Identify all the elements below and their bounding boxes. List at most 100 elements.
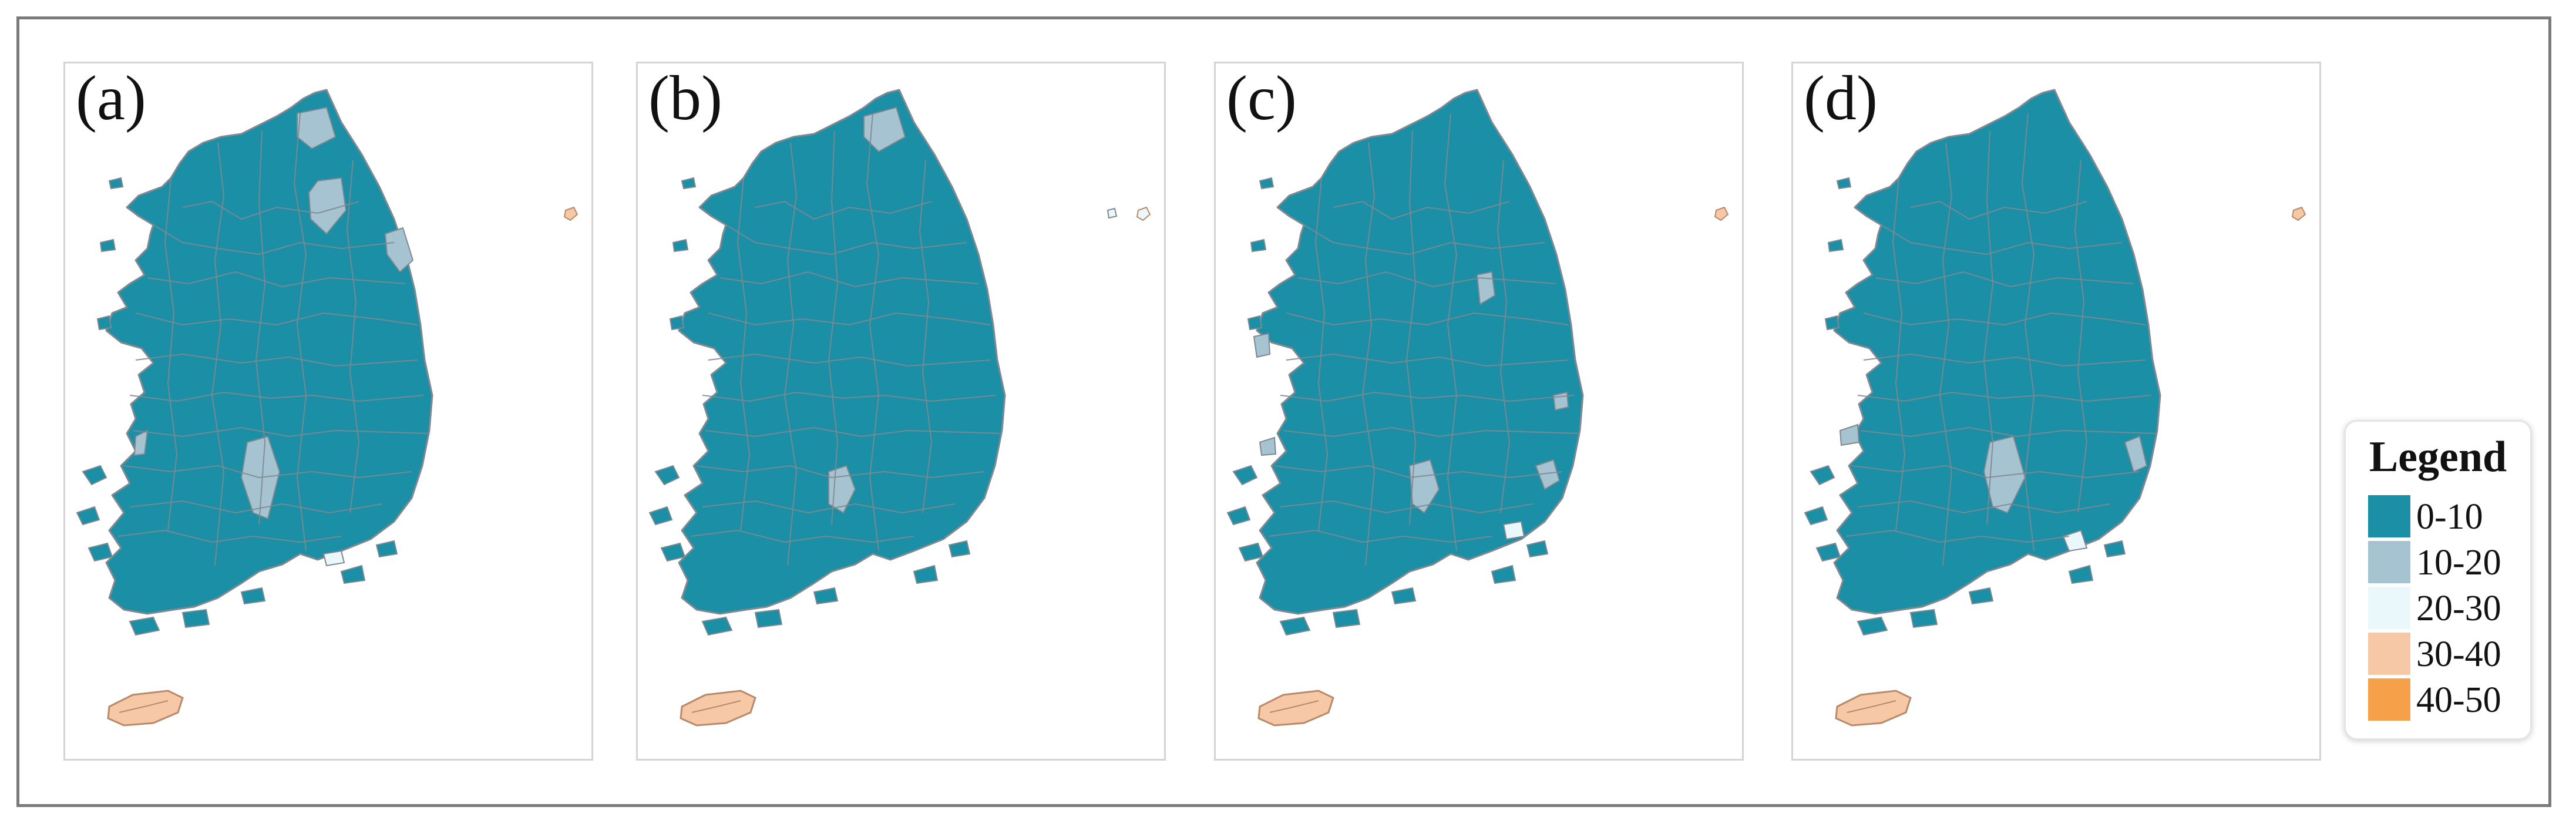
map-geometry [648,89,1151,727]
district-boundary [1857,500,2111,514]
district-boundary [132,426,430,438]
coastal-island [948,540,971,558]
coastal-island [1836,177,1852,190]
district-10-20 [863,106,906,153]
coastal-island [340,564,366,584]
district-boundary [211,142,225,566]
map-panel-b: (b) [636,62,1166,761]
legend-swatch [2368,495,2410,537]
jeju-island [680,690,756,727]
coastal-island [1815,542,1841,562]
district-boundary [1892,177,1906,531]
district-boundary [1444,113,1458,552]
district-10-20 [133,429,149,456]
district-boundary [135,312,418,326]
map-geometry [1804,89,2306,727]
district-boundary [1881,224,2123,256]
district-boundary [783,142,798,566]
jeju-boundary [1847,700,1896,713]
district-boundary [182,200,359,220]
coastal-island [1491,564,1516,584]
district-boundary [123,465,412,479]
district-boundary [129,500,383,514]
district-boundary [828,130,839,525]
legend-swatch [2368,587,2410,629]
legend-swatch [2368,678,2410,721]
district-boundary [719,271,979,288]
district-boundary [919,160,933,513]
district-boundary [1863,353,2146,367]
legend-item: 40-50 [2368,678,2527,721]
district-boundary [708,312,991,326]
ulleung-island [563,206,579,221]
district-10-20 [1476,271,1496,305]
district-boundary [1860,426,2158,438]
mainland-region [678,89,1006,615]
district-boundary [2021,113,2035,552]
coastal-island [76,506,100,526]
district-boundary [1857,391,2152,402]
coastal-island [1247,315,1263,331]
district-boundary [725,224,967,256]
district-boundary [737,177,751,531]
district-boundary [1303,224,1545,256]
korea-map-a [76,89,579,727]
coastal-island [1238,542,1264,562]
district-10-20 [2124,435,2148,473]
ulleung-island [1136,206,1151,221]
district-20-30 [2062,529,2088,552]
district-boundary [705,426,1003,438]
coastal-island [669,315,685,331]
coastal-island [654,465,680,486]
district-boundary [117,529,342,543]
district-boundary [346,160,360,513]
map-panel-a: (a) [63,62,593,761]
map-panel-c: (c) [1214,62,1744,761]
coastal-island [1279,616,1311,636]
district-boundary [1939,142,1953,566]
district-boundary [1283,426,1580,438]
coastal-island [681,177,697,190]
district-boundary [1314,177,1329,531]
coastal-island [1232,465,1258,486]
district-boundary [1286,312,1569,326]
district-boundary [702,391,997,402]
legend-label: 0-10 [2416,497,2483,537]
district-boundary [1333,200,1510,220]
district-boundary [1983,130,1994,525]
panel-label-c: (c) [1226,63,1297,133]
coastal-island [2068,564,2094,584]
korea-map-b [648,89,1151,727]
ulleung-island [1714,206,1729,221]
jeju-boundary [119,700,169,713]
district-boundary [135,353,418,367]
district-10-20 [1259,436,1277,456]
district-20-30 [1502,520,1525,540]
map-panel-d: (d) [1791,62,2321,761]
district-boundary [2074,160,2088,513]
coastal-island [2103,540,2126,558]
mainland-region [1833,89,2161,615]
district-boundary [1268,529,1492,543]
district-boundary [129,391,424,402]
panel-label-d: (d) [1804,63,1878,133]
district-10-20 [1552,391,1569,411]
coastal-island [375,540,398,558]
district-20-30 [322,550,345,567]
coastal-island [648,506,673,526]
legend-label: 10-20 [2416,543,2501,583]
coastal-island [1391,587,1417,605]
district-boundary [1875,271,2134,288]
map-geometry [1226,89,1729,727]
district-10-20 [308,177,347,235]
legend-title: Legend [2369,433,2507,481]
district-boundary [1910,200,2087,220]
district-10-20 [384,227,414,273]
legend-item: 10-20 [2368,541,2527,583]
coastal-island [701,616,733,636]
legend-swatch [2368,633,2410,675]
legend-item: 0-10 [2368,495,2527,537]
district-boundary [164,177,178,531]
jeju-island [1257,690,1334,727]
coastal-island [108,177,124,190]
